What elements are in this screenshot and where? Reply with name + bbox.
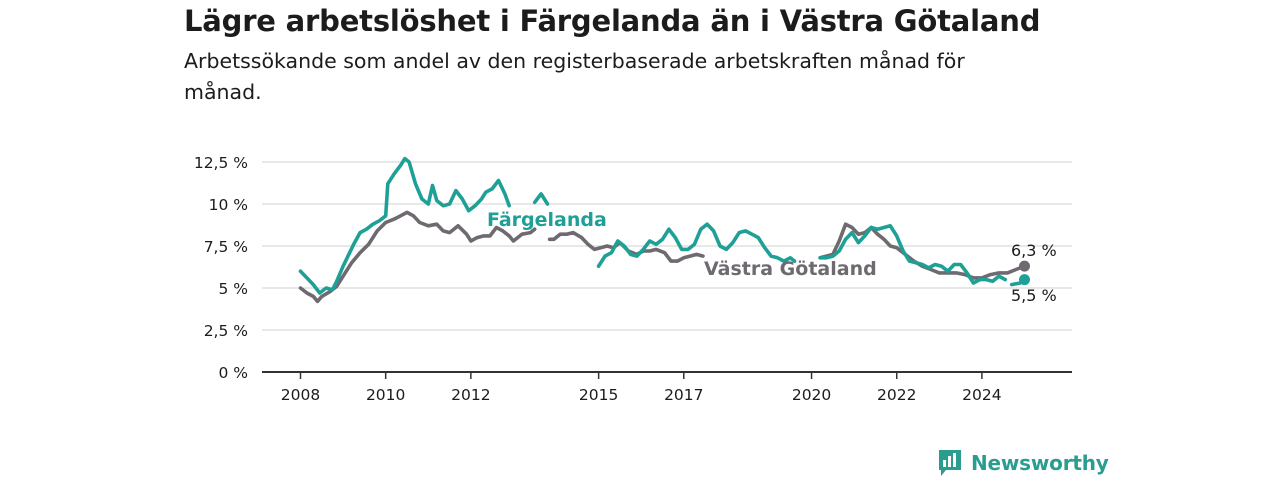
x-tick-label: 2012 [451,386,490,404]
y-tick-label: 12,5 % [194,154,248,172]
gridlines [262,161,1072,331]
series-fargelanda [298,156,1030,295]
series-line [532,192,550,206]
x-tick-label: 2008 [281,386,320,404]
label-fargelanda: Färgelanda [487,209,607,231]
x-tick-label: 2020 [792,386,831,404]
y-tick-label: 0 % [218,364,248,382]
series-line [818,224,1008,285]
y-tick-label: 7,5 % [204,238,248,256]
chart-subtitle: Arbetssökande som andel av den registerb… [184,49,965,104]
y-tick-label: 2,5 % [204,322,248,340]
x-tick-label: 2015 [579,386,618,404]
y-tick-label: 5 % [218,280,248,298]
y-tick-label: 10 % [209,196,248,214]
series-lines [298,156,1030,304]
chart-title: Lägre arbetslöshet i Färgelanda än i Väs… [184,4,1041,38]
x-tick-label: 2024 [962,386,1001,404]
x-tick-label: 2022 [877,386,916,404]
end-label-vastra-gotaland: 6,3 % [1011,241,1057,260]
x-axis: 2008 2010 2012 2015 2017 2020 2022 2024 [262,371,1072,404]
x-tick-label: 2010 [366,386,405,404]
newsworthy-icon [939,450,961,476]
series-end-point [1019,260,1030,272]
series-line [596,222,797,268]
series-end-point [1019,274,1030,286]
series-line [818,222,1027,280]
brand-name: Newsworthy [971,451,1109,475]
newsworthy-logo[interactable]: Newsworthy [937,448,1109,478]
label-vastra-gotaland: Västra Götaland [704,258,877,280]
x-tick-label: 2017 [664,386,703,404]
series-line [298,156,511,295]
y-axis-tick-labels: 0 % 2,5 % 5 % 7,5 % 10 % 12,5 % [194,154,248,382]
series-labels: Färgelanda Västra Götaland 6,3 % 5,5 % [487,209,1057,305]
end-label-fargelanda: 5,5 % [1011,286,1057,305]
